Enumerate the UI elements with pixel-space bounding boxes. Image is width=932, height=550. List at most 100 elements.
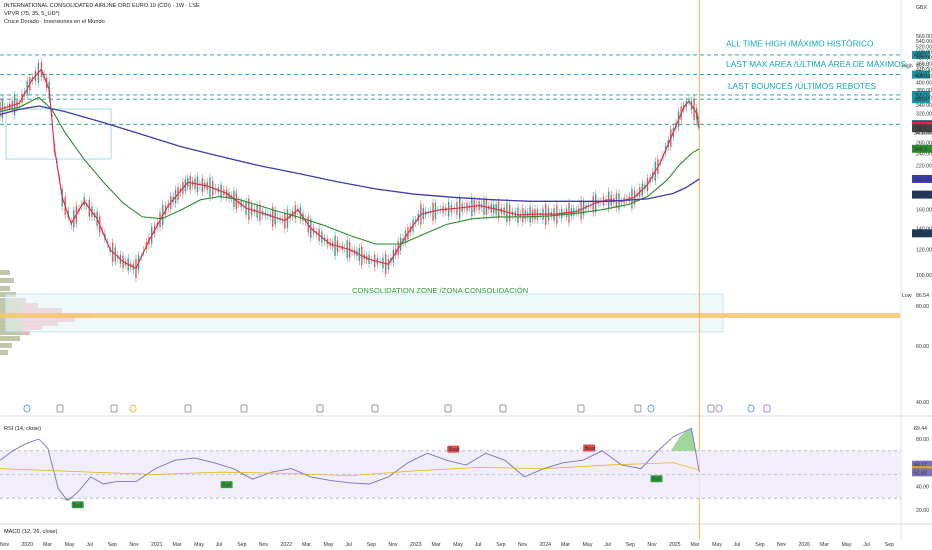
- earnings-icon: [499, 404, 507, 413]
- time-tick-label: Sep: [885, 542, 894, 548]
- price-label-tag: [912, 174, 932, 183]
- time-tick-label: 2023: [410, 542, 422, 548]
- earnings-icon: [240, 404, 248, 413]
- macd-title[interactable]: MACD (12, 26, close): [4, 529, 58, 535]
- rsi-tick-label: 20.00: [916, 508, 929, 514]
- volume-profile-bar: [0, 330, 22, 335]
- time-tick-label: Sep: [496, 542, 505, 548]
- level-label: 424.0: [914, 73, 927, 79]
- time-tick-label: Jul: [216, 542, 223, 548]
- rsi-value-tag: [912, 468, 932, 477]
- price-tick-label: 440.00: [916, 67, 932, 73]
- event-icon: [715, 404, 723, 413]
- time-tick-label: Mar: [173, 542, 182, 548]
- time-tick-label: 2025: [669, 542, 681, 548]
- time-tick-label: Nov: [259, 542, 269, 548]
- vpvr-indicator-label[interactable]: VPVR (75, 35, 5_UD*): [4, 11, 60, 17]
- earnings-icon: [634, 404, 642, 413]
- price-tick-label: 120.00: [916, 248, 932, 254]
- rsi-value-tag: [912, 460, 932, 469]
- bear-signal-tag: [583, 444, 596, 452]
- earnings-icon: [577, 404, 585, 413]
- level-label: 355.0: [914, 97, 927, 103]
- event-icon: [763, 404, 771, 413]
- signal-label: Bear: [585, 446, 596, 452]
- time-tick-label: Mar: [432, 542, 441, 548]
- annotation-last-max: LAST MAX AREA /ÚLTIMA ÁREA DE MÁXIMOS: [726, 59, 907, 69]
- high-value: 453.5: [916, 63, 929, 69]
- price-series-line: [0, 105, 700, 202]
- price-label-tag: [912, 144, 932, 153]
- price-tick-label: 560.00: [916, 34, 932, 40]
- rsi-overbought-fill: [670, 428, 696, 451]
- dividend-icon: [647, 404, 655, 413]
- time-tick-label: 2026: [798, 542, 810, 548]
- signal-label: Bull: [73, 503, 82, 509]
- time-tick-label: May: [842, 542, 852, 548]
- rsi-value-label: 51.82: [914, 470, 927, 476]
- author-label: Cruce Dorado · Inversiones en el Mundo: [4, 19, 105, 25]
- time-tick-label: Nov: [647, 542, 657, 548]
- annotation-last-bounces: LAST BOUNCES /ÚLTIMOS REBOTES: [728, 81, 877, 91]
- currency-label: GBX: [916, 5, 927, 11]
- time-tick-label: Mar: [561, 542, 570, 548]
- time-tick-label: Nov: [518, 542, 528, 548]
- rsi-oversold-fill: [59, 498, 76, 501]
- dividend-icon: [129, 404, 137, 413]
- price-tick-label: 400.00: [916, 81, 932, 87]
- price-tick-label: 340.00: [916, 103, 932, 109]
- low-label: Low: [902, 293, 912, 299]
- price-tick-label: 420.00: [916, 74, 932, 80]
- chart-title: INTERNATIONAL CONSOLIDATED AIRLINE ORD E…: [4, 3, 200, 9]
- time-tick-label: Mar: [820, 542, 829, 548]
- time-tick-label: Jul: [345, 542, 352, 548]
- annotation-ath: ALL TIME HIGH /MÁXIMO HISTÓRICO: [726, 38, 874, 48]
- price-label-tag: [912, 124, 932, 133]
- low-value: 86.54: [916, 293, 929, 299]
- price-label: 199.78: [914, 177, 930, 183]
- rsi-title[interactable]: RSI (14, close): [4, 426, 41, 432]
- ath-box: [5, 108, 112, 160]
- price-tick-label: 520.00: [916, 44, 932, 50]
- price-tick-label: 260.00: [916, 140, 932, 146]
- time-tick-label: Jul: [863, 542, 870, 548]
- level-label-tag: [912, 50, 930, 59]
- time-tick-label: Sep: [108, 542, 117, 548]
- earnings-icon: [371, 404, 379, 413]
- volume-profile-bar: [0, 270, 10, 275]
- volume-profile-bar: [0, 350, 8, 355]
- time-tick-label: Jul: [734, 542, 741, 548]
- time-tick-label: Mar: [691, 542, 700, 548]
- time-tick-label: May: [324, 542, 334, 548]
- level-label: 488.5: [914, 53, 927, 59]
- price-label: 288.0: [914, 126, 927, 132]
- time-tick-label: Jul: [475, 542, 482, 548]
- level-label-tag: [912, 70, 930, 79]
- rsi-value-label: 58.27: [914, 463, 927, 469]
- dividend-icon: [23, 404, 31, 413]
- rsi-series-line: [0, 462, 700, 477]
- time-tick-label: Mar: [43, 542, 52, 548]
- price-tick-label: 280.00: [916, 130, 932, 136]
- bull-signal-tag: [220, 481, 233, 489]
- earnings-icon: [316, 404, 324, 413]
- price-tick-label: 360.00: [916, 95, 932, 101]
- bear-signal-tag: [447, 445, 460, 453]
- volume-profile-bar: [0, 286, 10, 291]
- time-tick-label: Sep: [626, 542, 635, 548]
- price-tick-label: 160.00: [916, 208, 932, 214]
- bull-signal-tag: [650, 475, 663, 483]
- price-label: 178.42: [914, 193, 930, 199]
- signal-label: Bull: [652, 477, 661, 483]
- level-label-tag: [912, 90, 930, 99]
- price-tick-label: 540.00: [916, 39, 932, 45]
- signal-label: Bear: [449, 447, 460, 453]
- volume-profile-bar: [0, 278, 14, 283]
- earnings-icon: [56, 404, 64, 413]
- bull-signal-tag: [71, 501, 84, 509]
- annotation-consolidation: CONSOLIDATION ZONE /ZONA CONSOLIDACIÓN: [352, 286, 528, 295]
- time-tick-label: May: [453, 542, 463, 548]
- time-tick-label: Nov: [0, 542, 10, 548]
- time-tick-label: Sep: [367, 542, 376, 548]
- time-tick-label: May: [65, 542, 75, 548]
